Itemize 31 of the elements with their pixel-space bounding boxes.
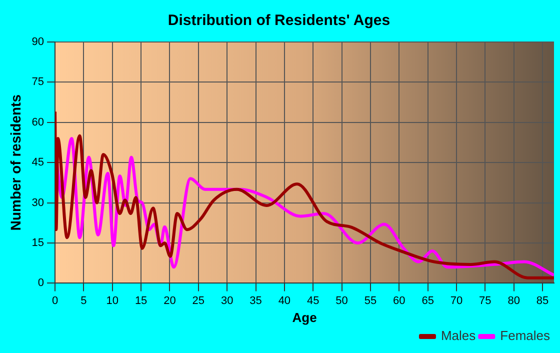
x-tick-label: 10 — [106, 294, 119, 307]
x-tick-label: 60 — [393, 294, 406, 307]
x-tick-label: 35 — [250, 294, 262, 307]
x-tick-label: 45 — [306, 294, 320, 307]
x-tick-label: 65 — [422, 294, 434, 307]
y-tick-label: 45 — [32, 156, 44, 169]
legend-label: Females — [500, 328, 550, 344]
y-tick-label: 60 — [32, 116, 44, 128]
y-tick-label: 15 — [32, 237, 44, 250]
x-tick-label: 20 — [164, 294, 176, 307]
line-series — [55, 110, 554, 280]
y-tick-label: 90 — [32, 36, 44, 48]
x-tick-label: 70 — [450, 294, 463, 307]
x-tick-label: 50 — [336, 294, 348, 307]
x-tick-label: 55 — [364, 294, 377, 307]
legend-label: Males — [440, 328, 476, 344]
x-tick-label: 5 — [80, 294, 87, 307]
x-tick-label: 15 — [134, 294, 148, 307]
x-tick-label: 0 — [52, 294, 58, 307]
y-tick-label: 75 — [32, 76, 44, 88]
y-tick-label: 0 — [38, 277, 44, 290]
y-axis-title: Number of residents — [7, 94, 24, 231]
x-tick-label: 30 — [220, 294, 234, 307]
x-tick-label: 85 — [536, 294, 549, 307]
y-tick-label: 30 — [32, 196, 44, 209]
x-axis-title: Age — [292, 310, 317, 325]
x-tick-label: 25 — [192, 294, 205, 307]
x-tick-label: 75 — [479, 294, 492, 307]
x-tick-label: 40 — [278, 294, 291, 307]
chart-title: Distribution of Residents' Ages — [168, 12, 390, 30]
x-tick-label: 80 — [508, 294, 520, 307]
